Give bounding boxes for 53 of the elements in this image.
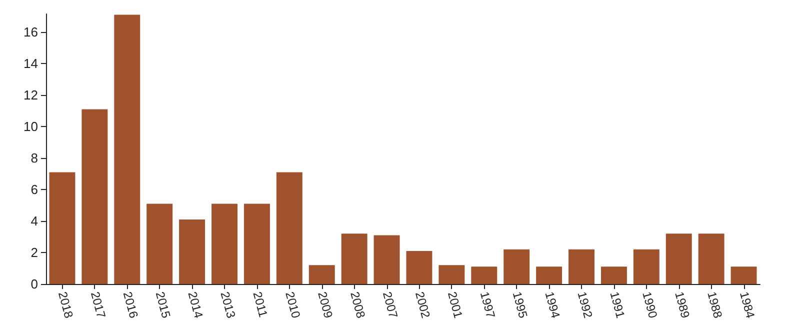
- y-tick-label: 0: [30, 276, 38, 292]
- x-tick-label: 2018: [55, 290, 76, 320]
- bar: [179, 219, 206, 284]
- bar: [374, 235, 400, 284]
- x-tick-label: 2017: [88, 290, 108, 320]
- x-tick-label: 2014: [185, 290, 206, 320]
- bar: [600, 266, 627, 284]
- y-tick-label: 4: [30, 214, 38, 229]
- bar: [536, 266, 562, 284]
- bar: [633, 249, 660, 284]
- x-tick-label: 1990: [640, 290, 660, 320]
- bar: [504, 249, 530, 284]
- bar: [341, 234, 368, 284]
- bar: [698, 234, 724, 284]
- bar: [568, 249, 594, 284]
- x-tick-label: 2013: [218, 290, 238, 320]
- x-tick-label: 1997: [477, 290, 498, 320]
- x-tick-label: 1988: [704, 290, 726, 320]
- y-tick-label: 12: [24, 88, 38, 103]
- x-tick-label: 1994: [542, 290, 563, 320]
- x-tick-label: 1989: [672, 290, 693, 320]
- bar: [82, 109, 108, 284]
- bar: [276, 172, 302, 284]
- bar: [438, 265, 465, 284]
- bar: [730, 266, 757, 284]
- x-tick-label: 2011: [250, 290, 270, 320]
- x-tick-label: 1991: [607, 290, 628, 320]
- bar: [212, 204, 238, 284]
- bar: [666, 234, 692, 284]
- y-tick-label: 14: [24, 56, 38, 72]
- x-tick-label: 2008: [348, 290, 368, 320]
- x-tick-label: 2009: [315, 290, 336, 320]
- bar: [49, 172, 76, 284]
- x-tick-label: 2010: [282, 290, 304, 320]
- bar: [471, 266, 498, 284]
- bar: [244, 204, 270, 284]
- x-tick-label: 2002: [412, 290, 433, 320]
- x-tick-label: 1992: [574, 290, 596, 320]
- x-tick-label: 2016: [120, 290, 141, 320]
- x-tick-label: 1984: [737, 290, 758, 320]
- y-tick-label: 10: [24, 119, 38, 134]
- y-tick-label: 2: [30, 245, 38, 260]
- x-tick-label: 2015: [152, 290, 174, 320]
- bar: [146, 204, 173, 284]
- y-tick-label: 6: [30, 182, 38, 198]
- bar: [406, 250, 432, 284]
- x-tick-label: 2007: [380, 290, 401, 320]
- bar: [114, 14, 140, 284]
- x-tick-label: 2001: [444, 290, 466, 320]
- bar: [308, 265, 335, 284]
- x-tick-label: 1995: [510, 290, 530, 320]
- y-tick-label: 8: [30, 150, 38, 166]
- y-tick-label: 16: [24, 24, 38, 40]
